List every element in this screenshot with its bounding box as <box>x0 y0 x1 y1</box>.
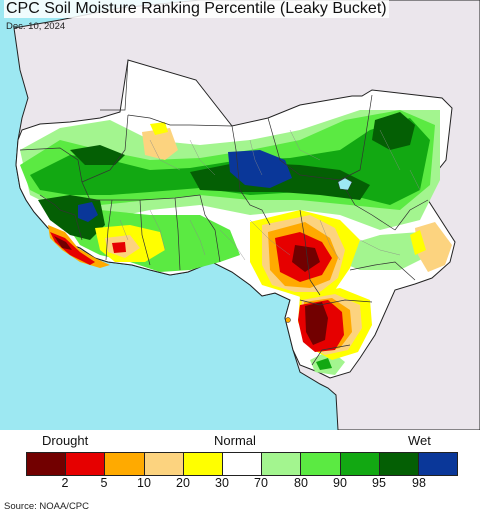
map-title: CPC Soil Moisture Ranking Percentile (Le… <box>4 0 389 18</box>
tick-label: 30 <box>215 476 229 490</box>
map-date: Dec. 10, 2024 <box>6 21 66 32</box>
swatch-5 <box>183 453 223 475</box>
tick-label: 90 <box>333 476 347 490</box>
tick-label: 5 <box>100 476 108 490</box>
lake-chad <box>337 177 353 191</box>
tick-label: 70 <box>254 476 268 490</box>
tick-label: 98 <box>412 476 426 490</box>
tick-label: 20 <box>176 476 190 490</box>
soil-moisture-map <box>0 0 480 430</box>
internal-boundaries <box>119 129 421 261</box>
swatch-7 <box>262 453 302 475</box>
swatch-6 <box>222 453 263 475</box>
dry-zones <box>48 122 452 360</box>
map-area: CPC Soil Moisture Ranking Percentile (Le… <box>0 0 480 430</box>
source-credit: Source: NOAA/CPC <box>4 501 89 512</box>
swatch-8 <box>301 453 341 475</box>
legend-normal-label: Normal <box>214 433 256 448</box>
swatch-4 <box>144 453 184 475</box>
tick-label: 10 <box>137 476 151 490</box>
swatch-9 <box>340 453 380 475</box>
tick-label: 80 <box>294 476 308 490</box>
swatch-2 <box>66 453 106 475</box>
country-borders <box>19 59 429 366</box>
swatch-10 <box>379 453 419 475</box>
legend-wet-label: Wet <box>408 433 431 448</box>
tick-label: 2 <box>61 476 69 490</box>
legend-color-bar <box>26 452 458 476</box>
island-bioko <box>285 317 291 323</box>
tick-label: 95 <box>372 476 386 490</box>
legend: Drought Normal Wet 2 5 10 20 30 70 80 90… <box>0 430 480 513</box>
legend-drought-label: Drought <box>42 433 89 448</box>
swatch-11 <box>418 453 458 475</box>
swatch-1 <box>27 453 67 475</box>
swatch-3 <box>105 453 145 475</box>
